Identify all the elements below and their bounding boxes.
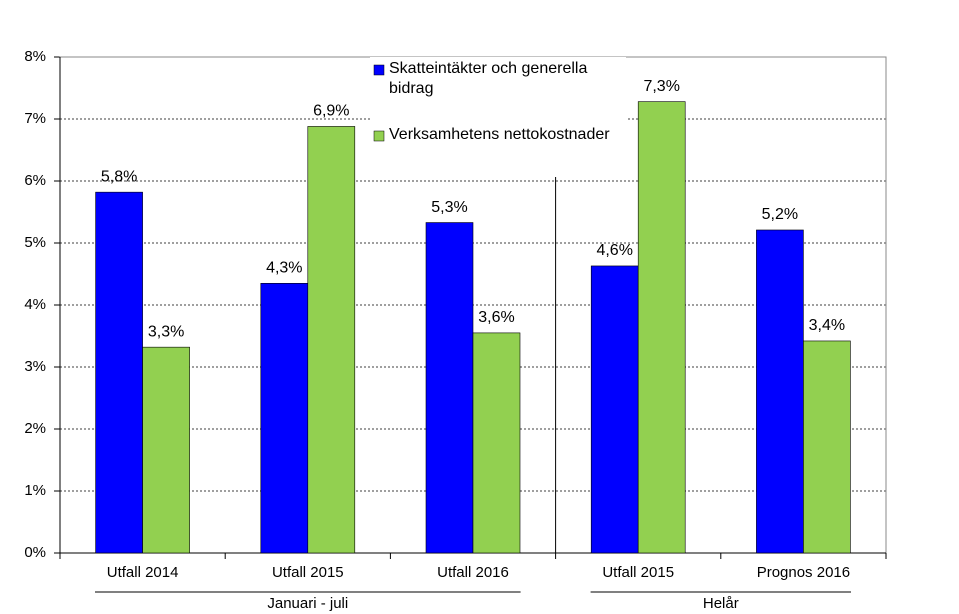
bar [260,282,309,554]
data-label: 5,2% [762,206,798,223]
data-label: 7,3% [643,78,679,95]
group-label: Helår [703,595,739,612]
bar [590,265,639,554]
bar [142,346,190,554]
y-tick-label: 2% [24,420,46,437]
data-label: 6,9% [313,103,349,120]
legend-box [370,57,626,177]
data-label: 5,3% [431,199,467,216]
y-tick-label: 0% [24,544,46,561]
bar [803,340,851,554]
bar [307,126,356,554]
legend-label: Verksamhetens nettokostnader [389,126,610,143]
x-tick-label: Prognos 2016 [757,564,850,581]
y-tick-label: 5% [24,234,46,251]
x-tick-label: Utfall 2015 [602,564,674,581]
y-tick-label: 7% [24,110,46,127]
bar [756,229,804,554]
data-label: 3,3% [148,323,184,340]
y-tick-label: 8% [24,48,46,65]
legend-swatch [373,64,385,76]
bar [637,101,686,554]
data-label: 5,8% [101,168,137,185]
legend-label: Skatteintäkter och generella bidrag [389,60,588,97]
legend-swatch [373,130,385,142]
data-label: 3,4% [809,317,845,334]
bar [472,332,521,554]
data-label: 4,3% [266,260,302,277]
x-tick-label: Utfall 2014 [107,564,179,581]
y-tick-label: 4% [24,296,46,313]
y-tick-label: 1% [24,482,46,499]
x-tick-label: Utfall 2015 [272,564,344,581]
data-label: 3,6% [478,309,514,326]
y-tick-label: 6% [24,172,46,189]
bar [95,191,143,554]
bar [425,222,474,554]
data-label: 4,6% [596,242,632,259]
y-tick-label: 3% [24,358,46,375]
group-label: Januari - juli [267,595,348,612]
x-tick-label: Utfall 2016 [437,564,509,581]
